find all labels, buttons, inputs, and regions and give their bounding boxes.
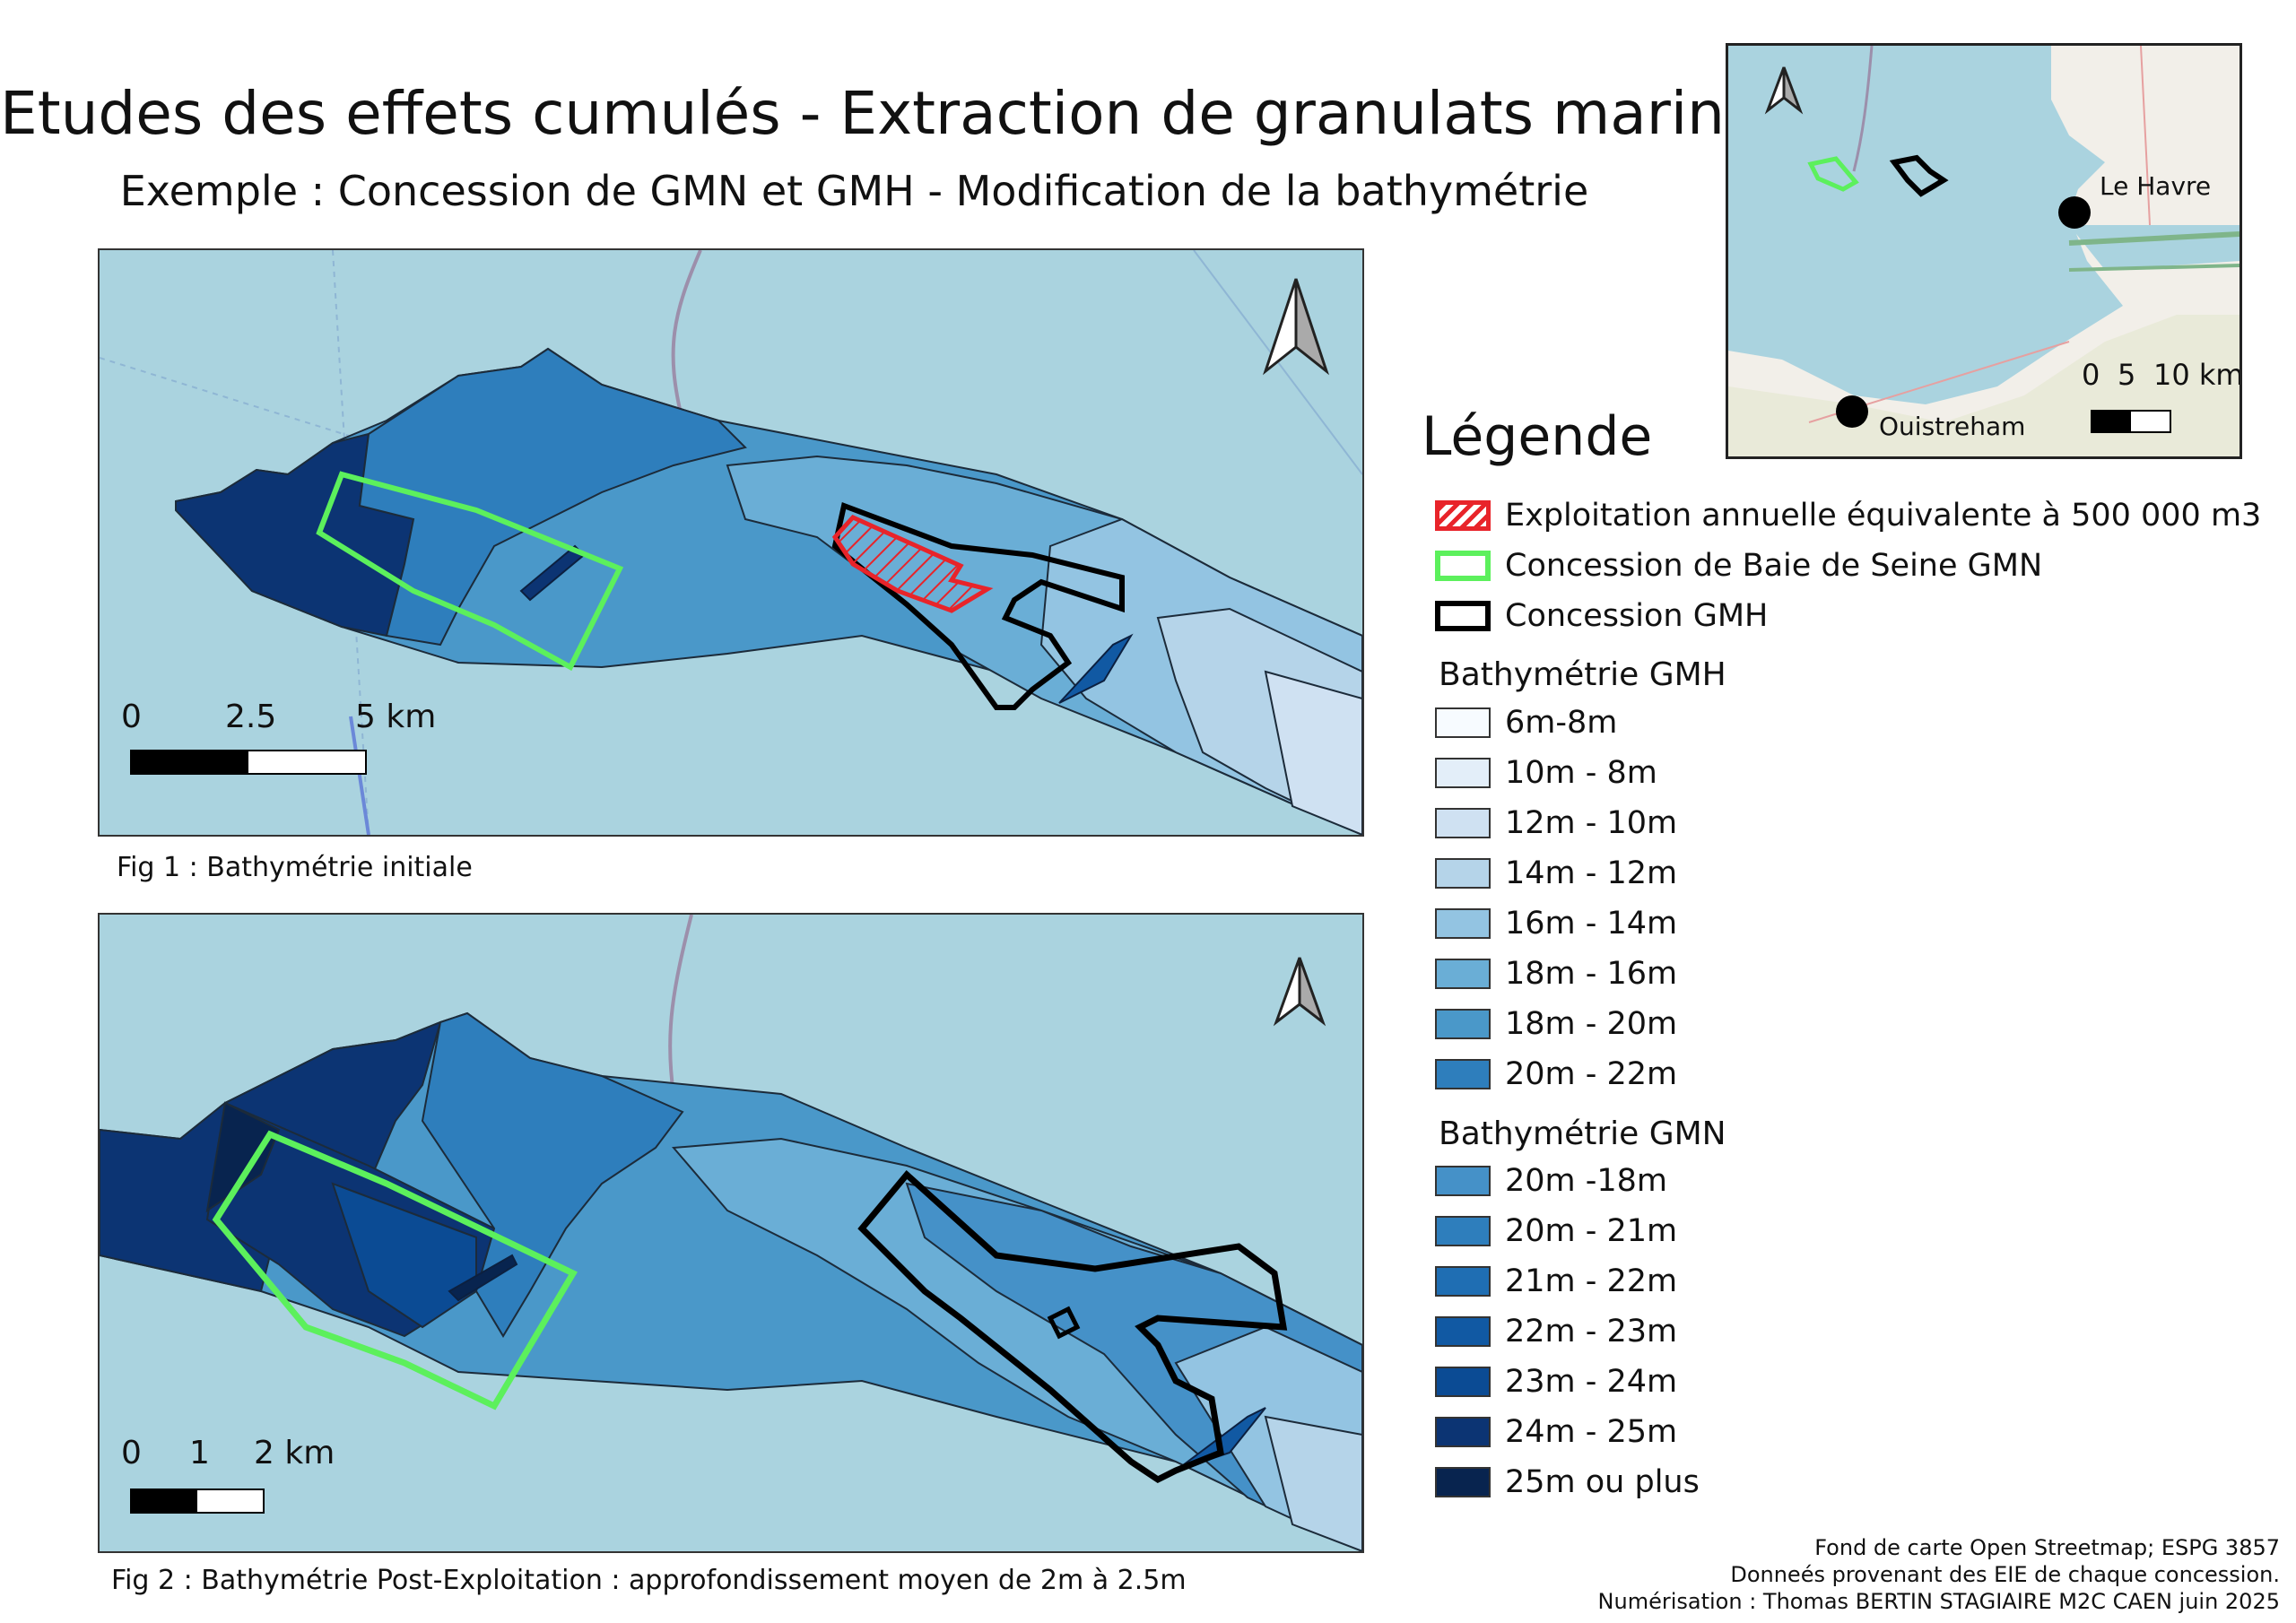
color-swatch-icon [1435, 1316, 1491, 1347]
legend-class-item: 25m ou plus [1435, 1462, 1700, 1502]
fig1-map-canvas [100, 250, 1362, 835]
scale-label-1: 2.5 [225, 699, 277, 735]
inset-scale-2: 10 km [2153, 358, 2242, 392]
color-swatch-icon [1435, 908, 1491, 939]
color-swatch-icon [1435, 1417, 1491, 1447]
north-arrow-icon [1764, 66, 1804, 115]
legend-class-label: 18m - 16m [1505, 956, 1678, 992]
color-swatch-icon [1435, 1467, 1491, 1497]
color-swatch-icon [1435, 707, 1491, 738]
legend-gmn-title: Bathymétrie GMN [1439, 1115, 1726, 1152]
legend-class-item: 18m - 20m [1435, 1004, 1677, 1044]
color-swatch-icon [1435, 959, 1491, 989]
legend-class-item: 16m - 14m [1435, 904, 1677, 943]
green-outline-swatch-icon [1435, 551, 1491, 581]
legend-label: Exploitation annuelle équivalente à 500 … [1505, 498, 2262, 534]
legend-class-label: 6m-8m [1505, 705, 1618, 741]
color-swatch-icon [1435, 1166, 1491, 1196]
ouistreham-marker-icon [1836, 395, 1868, 428]
legend-class-label: 20m -18m [1505, 1163, 1668, 1199]
legend-title: Légende [1422, 405, 1653, 468]
color-swatch-icon [1435, 1367, 1491, 1397]
inset-scale-1: 5 [2118, 358, 2136, 392]
north-arrow-icon [1273, 957, 1326, 1027]
legend-class-label: 10m - 8m [1505, 755, 1657, 791]
scale-label-2: 2 km [254, 1435, 335, 1471]
legend-class-item: 10m - 8m [1435, 753, 1657, 793]
legend-class-label: 22m - 23m [1505, 1314, 1678, 1350]
legend-class-item: 23m - 24m [1435, 1362, 1677, 1402]
legend-class-label: 16m - 14m [1505, 906, 1678, 942]
inset-map-canvas [1728, 46, 2239, 456]
scale-label-0: 0 [121, 699, 142, 735]
legend-class-item: 20m - 21m [1435, 1211, 1677, 1251]
north-arrow-icon [1263, 278, 1329, 376]
legend-class-item: 22m - 23m [1435, 1312, 1677, 1351]
legend-class-label: 23m - 24m [1505, 1364, 1678, 1400]
inset-scalebar [2091, 410, 2171, 433]
color-swatch-icon [1435, 858, 1491, 889]
legend-class-label: 21m - 22m [1505, 1263, 1678, 1299]
le-havre-marker-icon [2058, 196, 2091, 229]
legend-class-label: 18m - 20m [1505, 1006, 1678, 1042]
black-outline-swatch-icon [1435, 601, 1491, 631]
fig2-scalebar [130, 1488, 265, 1514]
place-le-havre: Le Havre [2100, 171, 2212, 201]
legend-class-label: 12m - 10m [1505, 805, 1678, 841]
scale-label-2: 5 km [355, 699, 437, 735]
map-subtitle: Exemple : Concession de GMN et GMH - Mod… [119, 167, 1589, 215]
legend-item-gmn-concession: Concession de Baie de Seine GMN [1435, 546, 2042, 586]
legend-item-exploitation: Exploitation annuelle équivalente à 500 … [1435, 496, 2261, 535]
color-swatch-icon [1435, 1059, 1491, 1089]
legend-class-item: 6m-8m [1435, 703, 1617, 742]
legend-class-item: 20m -18m [1435, 1161, 1667, 1201]
fig1-scalebar [130, 750, 367, 775]
legend-class-label: 20m - 22m [1505, 1056, 1678, 1092]
color-swatch-icon [1435, 808, 1491, 838]
legend-item-gmh-concession: Concession GMH [1435, 596, 1768, 636]
scale-label-0: 0 [121, 1435, 142, 1471]
map-title: Etudes des effets cumulés - Extraction d… [0, 79, 1756, 148]
legend-class-item: 21m - 22m [1435, 1262, 1677, 1301]
legend-class-label: 14m - 12m [1505, 855, 1678, 891]
color-swatch-icon [1435, 1266, 1491, 1297]
legend-class-item: 12m - 10m [1435, 803, 1677, 843]
inset-locator-map: Le Havre Ouistreham 0 5 10 km [1726, 43, 2242, 459]
legend-class-item: 24m - 25m [1435, 1412, 1677, 1452]
color-swatch-icon [1435, 1009, 1491, 1039]
legend-class-label: 24m - 25m [1505, 1414, 1678, 1450]
inset-scale-0: 0 [2082, 358, 2100, 392]
credits-digitization: Numérisation : Thomas BERTIN STAGIAIRE M… [1597, 1589, 2280, 1614]
legend-class-item: 20m - 22m [1435, 1055, 1677, 1094]
hatched-swatch-icon [1435, 500, 1491, 531]
place-ouistreham: Ouistreham [1879, 412, 2026, 441]
scale-label-1: 1 [189, 1435, 210, 1471]
fig2-map-canvas [100, 915, 1362, 1551]
legend-class-item: 18m - 16m [1435, 954, 1677, 994]
legend-label: Concession GMH [1505, 598, 1769, 634]
legend-label: Concession de Baie de Seine GMN [1505, 548, 2043, 584]
legend-class-label: 20m - 21m [1505, 1213, 1678, 1249]
legend-class-label: 25m ou plus [1505, 1464, 1700, 1500]
color-swatch-icon [1435, 1216, 1491, 1246]
fig2-caption: Fig 2 : Bathymétrie Post-Exploitation : … [111, 1565, 1187, 1596]
legend-class-item: 14m - 12m [1435, 854, 1677, 893]
color-swatch-icon [1435, 758, 1491, 788]
credits-basemap: Fond de carte Open Streetmap; ESPG 3857 [1814, 1535, 2280, 1560]
fig1-caption: Fig 1 : Bathymétrie initiale [117, 852, 473, 883]
fig2-map: 0 1 2 km [98, 913, 1364, 1553]
legend-gmh-title: Bathymétrie GMH [1439, 656, 1726, 693]
fig1-map: 0 2.5 5 km [98, 248, 1364, 837]
credits-data-source: Donneés provenant des EIE de chaque conc… [1730, 1562, 2280, 1587]
